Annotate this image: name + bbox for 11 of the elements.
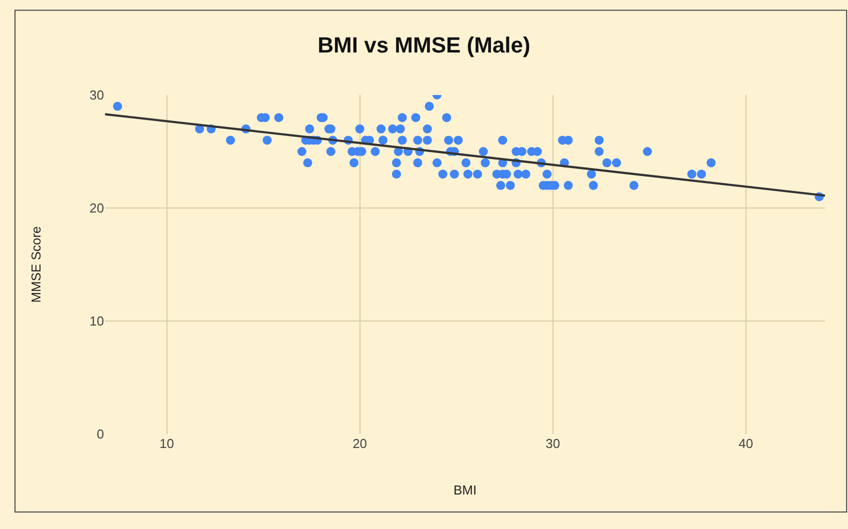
y-tick-label: 30 xyxy=(90,88,104,103)
x-tick-label: 20 xyxy=(352,436,368,451)
y-tick-label: 0 xyxy=(96,426,104,442)
y-tick-label: 10 xyxy=(90,314,104,329)
x-tick-label: 40 xyxy=(738,436,754,451)
y-tick-label: 20 xyxy=(90,200,104,216)
y-axis-title: MMSE Score xyxy=(28,226,44,303)
x-tick-label: 30 xyxy=(546,436,560,451)
chart-title: BMI vs MMSE (Male) xyxy=(318,32,530,58)
x-tick-label: 10 xyxy=(160,436,174,451)
x-axis-title: BMI xyxy=(453,482,477,498)
